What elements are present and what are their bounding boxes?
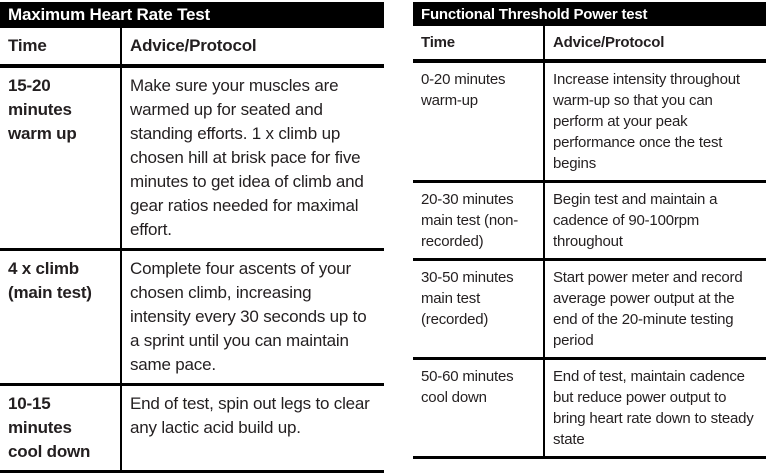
table-row-advice: Start power meter and record average pow…: [545, 261, 766, 360]
table-row-time: 20-30 minutes main test (non-recorded): [413, 183, 545, 261]
table-grid: Time Advice/Protocol 0-20 minutes warm-u…: [413, 26, 766, 459]
table-row-advice: Complete four ascents of your chosen cli…: [122, 251, 384, 386]
table-title: Functional Threshold Power test: [421, 5, 648, 23]
table-title-bar: Functional Threshold Power test: [413, 2, 766, 26]
table-row-advice: Increase intensity throughout warm-up so…: [545, 63, 766, 183]
table-title: Maximum Heart Rate Test: [8, 5, 210, 24]
table-row-time: 15-20 minutes warm up: [0, 68, 122, 251]
column-header-advice: Advice/Protocol: [122, 28, 384, 68]
table-row-advice: End of test, maintain cadence but reduce…: [545, 360, 766, 459]
table-row-advice: Make sure your muscles are warmed up for…: [122, 68, 384, 251]
table-row-time: 30-50 minutes main test (recorded): [413, 261, 545, 360]
column-header-time: Time: [0, 28, 122, 68]
table-row-time: 0-20 minutes warm-up: [413, 63, 545, 183]
functional-threshold-power-test-table: Functional Threshold Power test Time Adv…: [413, 2, 766, 459]
table-title-bar: Maximum Heart Rate Test: [0, 2, 384, 28]
column-header-advice: Advice/Protocol: [545, 26, 766, 63]
table-row-advice: Begin test and maintain a cadence of 90-…: [545, 183, 766, 261]
max-heart-rate-test-table: Maximum Heart Rate Test Time Advice/Prot…: [0, 2, 384, 473]
column-header-time: Time: [413, 26, 545, 63]
table-row-time: 10-15 minutes cool down: [0, 386, 122, 473]
table-grid: Time Advice/Protocol 15-20 minutes warm …: [0, 28, 384, 473]
table-row-time: 4 x climb (main test): [0, 251, 122, 386]
table-row-time: 50-60 minutes cool down: [413, 360, 545, 459]
table-row-advice: End of test, spin out legs to clear any …: [122, 386, 384, 473]
